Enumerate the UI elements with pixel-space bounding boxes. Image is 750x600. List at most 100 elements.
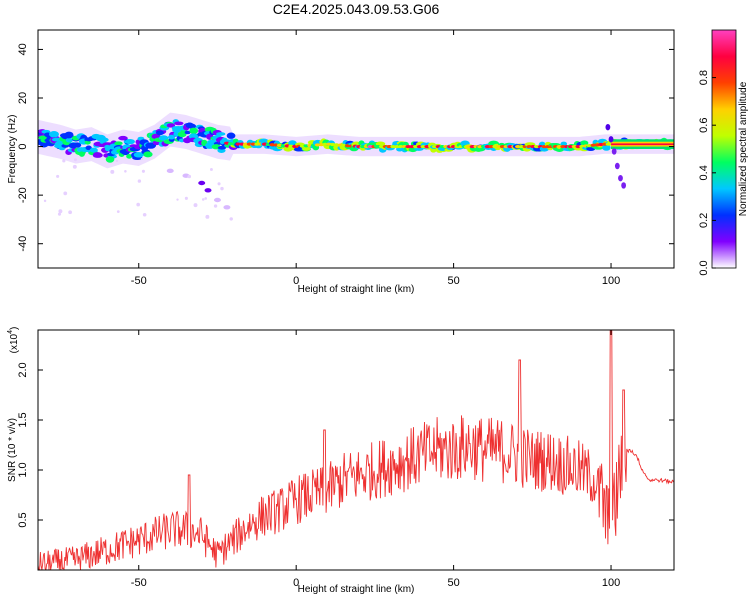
spectrogram-x-tick-label: -50 — [131, 275, 147, 287]
scatter-speck — [137, 179, 142, 183]
spectrogram-y-axis-label: Frequency (Hz) — [7, 115, 18, 184]
drop-branch-point — [608, 136, 614, 143]
snr-y-ticks: 0.5 1.0 1.5 2.0 — [17, 362, 674, 528]
ridge-blob — [580, 140, 589, 146]
ridge-blob — [105, 156, 115, 163]
ridge-blob — [184, 130, 191, 135]
ridge-blob — [168, 134, 175, 140]
scatter-speck — [63, 191, 68, 196]
colorbar-tick-label-group: 0.4 — [698, 165, 710, 180]
ridge-blob — [189, 127, 199, 135]
scatter-speck — [115, 159, 119, 163]
spectrogram-y-tick-label: 40 — [17, 43, 29, 55]
scatter-speck — [58, 209, 63, 214]
snr-y-tick-label-group: 1.5 — [17, 412, 29, 427]
scatter-speck — [57, 212, 62, 216]
snr-scale-factor: (x104) — [7, 327, 20, 354]
drop-branch-point — [614, 162, 620, 170]
snr-y-tick-label: 2.0 — [17, 362, 29, 377]
scatter-speck — [142, 212, 147, 217]
ridge-blob — [143, 151, 153, 158]
spectrogram-y-tick-label: -20 — [17, 187, 29, 203]
scatter-speck — [73, 158, 77, 162]
spectrogram-panel: -50 0 50 100 -40 -20 0 20 40 Height of straight… — [7, 29, 675, 295]
drop-branch-point — [621, 182, 627, 189]
spectrogram-x-tick-label: 0 — [293, 275, 299, 287]
scatter-speck — [110, 169, 115, 174]
ridge-blob — [226, 132, 236, 139]
scatter-speck — [68, 210, 73, 215]
scatter-speck — [136, 202, 141, 207]
ridge-blob — [123, 139, 134, 144]
scatter-speck — [229, 217, 233, 221]
ridge-core — [605, 142, 612, 146]
snr-frame — [37, 329, 675, 571]
snr-y-axis-label: SNR (10 * v/v) — [7, 418, 18, 482]
colorbar-tick-label: 0.2 — [698, 213, 710, 228]
ridge-blob — [49, 130, 59, 138]
scatter-speck — [213, 204, 218, 208]
spectrogram-frame — [37, 29, 675, 269]
scatter-branch-point — [213, 197, 221, 203]
scatter-speck — [72, 164, 77, 169]
ridge-blob — [126, 154, 133, 159]
ridge-blob — [174, 121, 184, 126]
snr-x-tick-label: 0 — [293, 577, 299, 589]
ridge-blob — [602, 144, 611, 151]
snr-y-tick-label: 0.5 — [17, 512, 29, 527]
snr-series-line — [38, 330, 674, 570]
tail-band-core — [611, 143, 674, 146]
colorbar: 0.0 0.2 0.4 0.6 0.8 Normalized spectral ampl… — [698, 29, 749, 276]
spectrogram-y-tick-label-group: -40 — [17, 236, 29, 252]
ridge-blob — [560, 141, 568, 147]
colorbar-tick-label-group: 0.0 — [698, 260, 710, 275]
spectrogram-y-tick-label: 0 — [17, 144, 29, 150]
scatter-speck — [43, 199, 47, 203]
scatter-speck — [187, 174, 192, 179]
spectrogram-x-ticks: -50 0 50 100 — [131, 30, 620, 287]
scatter-speck — [204, 197, 207, 200]
ridge-blob — [177, 131, 187, 138]
snr-y-tick-label-group: 0.5 — [17, 512, 29, 527]
colorbar-tick-label: 0.8 — [698, 70, 710, 85]
colorbar-tick-label: 0.0 — [698, 260, 710, 275]
svg-text:(x104): (x104) — [7, 327, 20, 354]
scatter-speck — [193, 203, 198, 208]
snr-x-tick-label: -50 — [131, 577, 147, 589]
figure-title: C2E4.2025.043.09.53.G06 — [273, 1, 440, 17]
snr-x-tick-label: 100 — [602, 577, 620, 589]
snr-scale-suffix: ) — [9, 327, 20, 330]
scatter-speck — [62, 159, 66, 163]
ridge-blob — [166, 123, 176, 128]
scatter-speck — [56, 174, 60, 178]
ridge-blob — [65, 137, 73, 143]
ridge-blob — [302, 146, 311, 151]
scatter-speck — [176, 198, 179, 201]
scatter-branch-point — [204, 188, 212, 193]
spectrogram-y-ticks: -40 -20 0 20 40 — [17, 43, 674, 252]
scatter-speck — [140, 157, 143, 161]
ridge-blob — [118, 135, 128, 141]
ridge-blob — [216, 132, 226, 136]
scatter-branch-point — [166, 168, 174, 174]
snr-x-axis-label: Height of straight line (km) — [298, 584, 415, 595]
ridge-blob — [92, 152, 103, 158]
ridge-blob — [64, 131, 74, 139]
spectrogram-x-tick-label: 100 — [602, 275, 620, 287]
scatter-branch-point — [223, 205, 231, 210]
scatter-branch-point — [198, 180, 206, 186]
scatter-speck — [116, 210, 120, 213]
scatter-speck — [209, 168, 213, 171]
spectrogram-y-tick-label-group: 0 — [17, 144, 29, 150]
ridge-blob — [158, 135, 169, 141]
spectrogram-y-tick-label-group: 20 — [17, 92, 29, 104]
scatter-speck — [220, 186, 224, 191]
ridge-blob — [89, 147, 98, 153]
scatter-speck — [217, 182, 221, 186]
spectrogram-y-tick-label-group: -20 — [17, 187, 29, 203]
spectrogram-x-tick-label: 50 — [447, 275, 459, 287]
colorbar-label: Normalized spectral amplitude — [738, 81, 749, 216]
snr-panel: -50 0 50 100 0.5 1.0 1.5 2.0 Height of straigh… — [7, 327, 675, 595]
ridge-blob — [114, 141, 123, 146]
